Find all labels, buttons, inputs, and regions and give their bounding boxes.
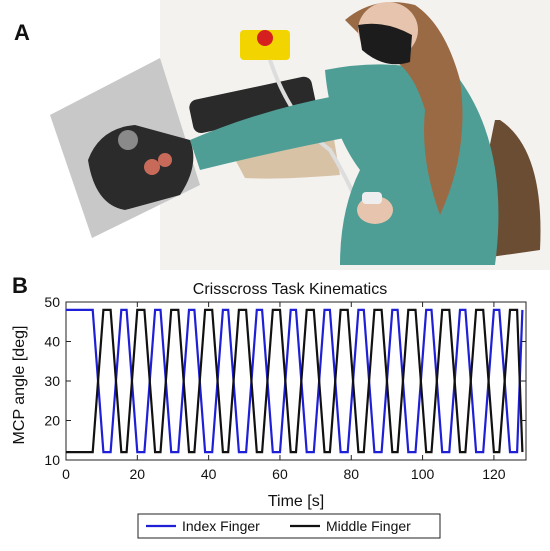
y-tick-label: 20: [44, 413, 60, 429]
plot-area: [65, 301, 527, 461]
x-tick-label: 20: [130, 466, 146, 482]
emergency-stop-button: [257, 30, 273, 46]
participant-hair: [345, 2, 463, 216]
legend-entry-index-finger: Index Finger: [182, 518, 260, 534]
axes-frame: [65, 301, 527, 461]
y-tick-label: 30: [44, 373, 60, 389]
participant-arm: [190, 95, 360, 170]
legend: Index Finger Middle Finger: [137, 513, 441, 539]
panel-b-label: B: [12, 273, 28, 298]
legend-entry-middle-finger: Middle Finger: [326, 518, 411, 534]
panel-a-label: A: [14, 20, 30, 45]
participant-photo: [50, 0, 550, 270]
x-tick-label: 60: [272, 466, 288, 482]
face-mask: [358, 23, 412, 65]
x-tick-label: 120: [482, 466, 506, 482]
x-tick-label: 0: [62, 466, 70, 482]
x-tick-label: 40: [201, 466, 217, 482]
crisscross-chart: Crisscross Task Kinematics 0 20 40 60 80 100 1…: [11, 281, 527, 539]
series-line-index-finger: [66, 308, 524, 454]
device-joint: [118, 130, 138, 150]
y-axis-label: MCP angle [deg]: [11, 326, 28, 445]
fingers: [144, 159, 160, 175]
legend-box: [137, 513, 441, 539]
hand-exoskeleton-device: [88, 125, 194, 210]
x-axis-ticks: 0 20 40 60 80 100 120: [62, 302, 506, 482]
hand-controller: [362, 192, 382, 204]
series-line-middle-finger: [66, 308, 524, 454]
x-tick-label: 100: [411, 466, 435, 482]
fingers: [158, 153, 172, 167]
y-axis-ticks: 10 20 30 40 50: [44, 294, 526, 468]
x-axis-label: Time [s]: [268, 493, 324, 510]
y-tick-label: 50: [44, 294, 60, 310]
chart-title: Crisscross Task Kinematics: [193, 281, 387, 298]
y-tick-label: 40: [44, 334, 60, 350]
y-tick-label: 10: [44, 452, 60, 468]
x-tick-label: 80: [343, 466, 359, 482]
